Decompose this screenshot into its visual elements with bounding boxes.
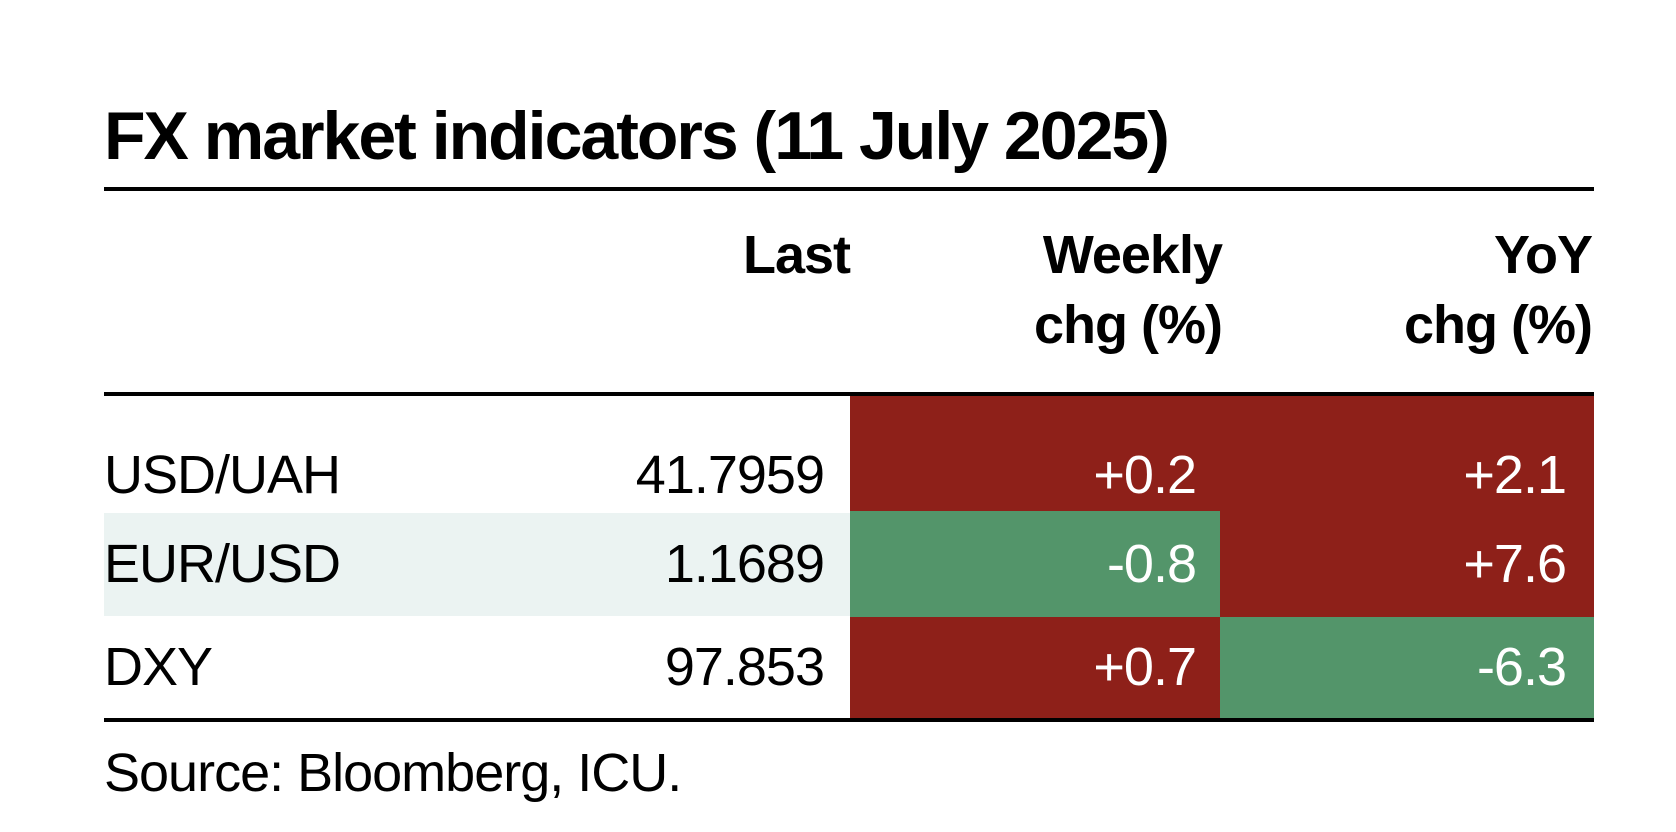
header-last-label: Last [742,225,851,285]
last-value-usd-uah: 41.7959 [635,445,825,505]
last-value-dxy: 97.853 [664,637,825,697]
header-yoy: YoY chg (%) [1280,220,1593,360]
header-rule [104,392,1594,396]
weekly-value-dxy: +0.7 [1093,637,1197,697]
yoy-value-dxy: -6.3 [1476,637,1567,697]
header-weekly-line1: Weekly [1042,225,1223,285]
header-weekly: Weekly chg (%) [900,220,1223,360]
header-weekly-line2: chg (%) [1034,295,1223,355]
yoy-cell-eur-usd [1220,511,1594,617]
weekly-cell-dxy [850,617,1220,718]
yoy-cell-usd-uah [1220,396,1594,511]
row-label-dxy: DXY [104,637,213,697]
row-label-usd-uah: USD/UAH [104,445,341,505]
yoy-value-eur-usd: +7.6 [1463,534,1567,594]
source-note: Source: Bloomberg, ICU. [104,743,682,803]
table-title: FX market indicators (11 July 2025) [104,98,1170,174]
weekly-value-usd-uah: +0.2 [1093,445,1197,505]
header-last: Last [600,220,851,290]
header-yoy-line2: chg (%) [1404,295,1593,355]
row-band-eur-usd [104,513,850,616]
yoy-value-usd-uah: +2.1 [1463,445,1567,505]
weekly-cell-usd-uah [850,396,1220,511]
yoy-cell-dxy [1220,617,1594,718]
weekly-value-eur-usd: -0.8 [1106,534,1197,594]
top-rule [104,187,1594,191]
weekly-cell-eur-usd [850,511,1220,617]
row-label-eur-usd: EUR/USD [104,534,341,594]
header-yoy-line1: YoY [1493,225,1593,285]
bottom-rule [104,718,1594,722]
last-value-eur-usd: 1.1689 [664,534,825,594]
